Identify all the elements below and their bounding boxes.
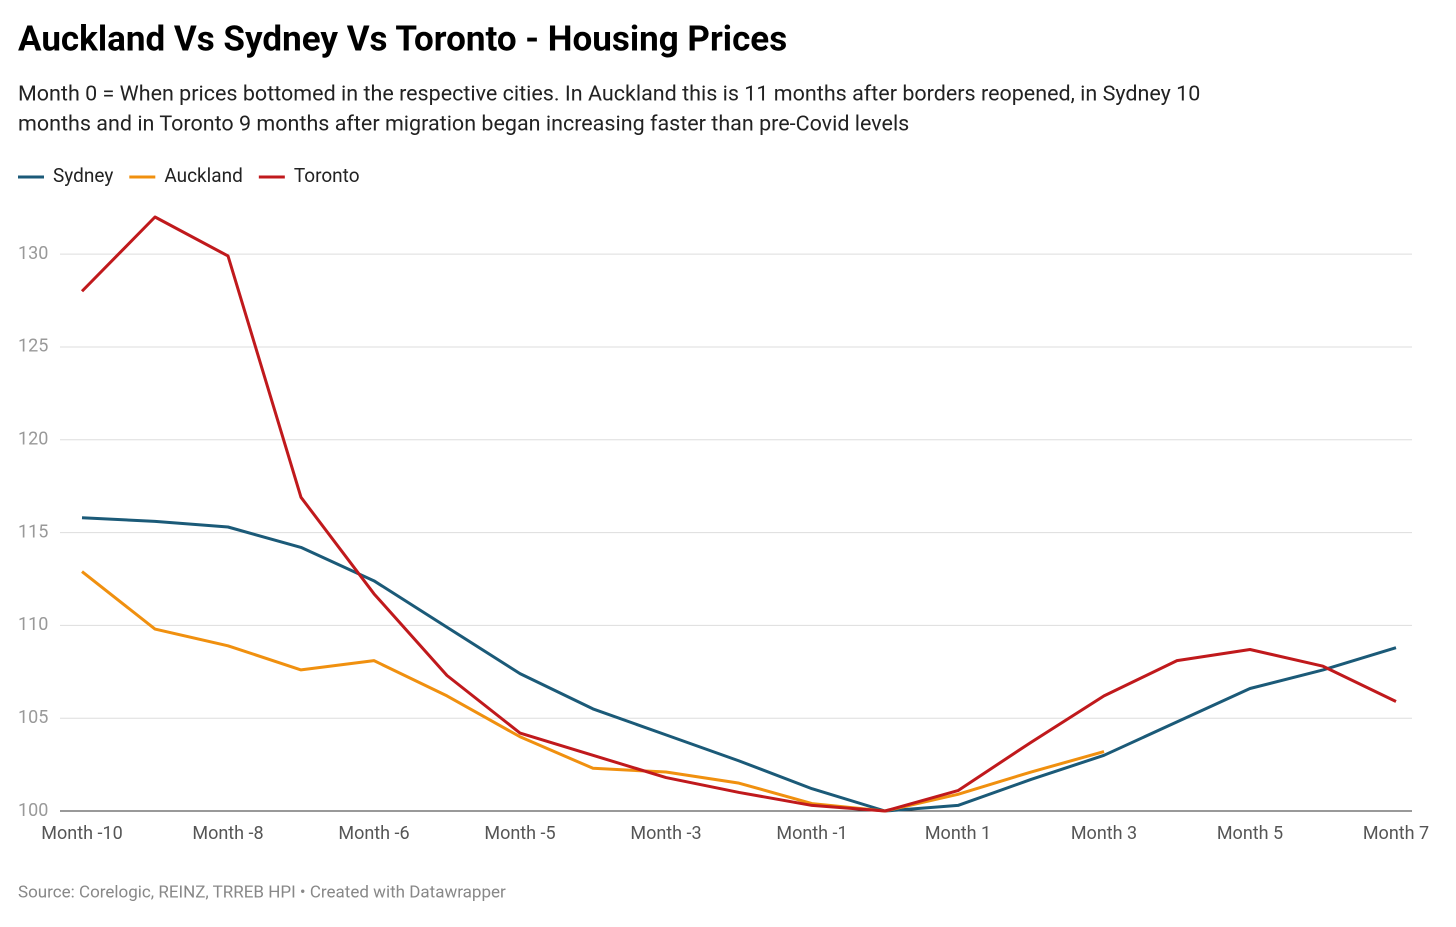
series-line — [80, 215, 1397, 813]
subtitle: Month 0 = When prices bottomed in the re… — [18, 82, 1200, 107]
y-tick-label: 125 — [18, 336, 48, 357]
x-tick-label: Month 3 — [1071, 823, 1137, 844]
x-tick-label: Month -6 — [338, 823, 409, 844]
x-tick-label: Month -8 — [192, 823, 263, 844]
source: Source: Corelogic, REINZ, TRREB HPI • Cr… — [18, 882, 506, 902]
y-tick-label: 130 — [18, 243, 48, 264]
x-tick-label: Month -10 — [41, 823, 122, 844]
x-tick-label: Month 1 — [925, 823, 991, 844]
y-tick-label: 105 — [18, 707, 48, 728]
y-tick-label: 100 — [18, 800, 48, 821]
y-tick-label: 110 — [18, 614, 48, 635]
y-tick-label: 115 — [18, 521, 48, 542]
legend-label: Sydney — [53, 164, 113, 187]
x-tick-label: Month -1 — [776, 823, 847, 844]
x-tick-label: Month -3 — [630, 823, 701, 844]
chart-title: Auckland Vs Sydney Vs Toronto - Housing … — [18, 18, 787, 59]
x-tick-label: Month 5 — [1217, 823, 1283, 844]
series-line — [81, 516, 1397, 813]
legend-label: Toronto — [294, 164, 360, 187]
x-tick-label: Month 7 — [1363, 823, 1429, 844]
subtitle: months and in Toronto 9 months after mig… — [18, 112, 909, 137]
legend-label: Auckland — [164, 164, 243, 187]
y-tick-label: 120 — [18, 429, 48, 450]
series-line — [81, 570, 1105, 813]
x-tick-label: Month -5 — [484, 823, 555, 844]
